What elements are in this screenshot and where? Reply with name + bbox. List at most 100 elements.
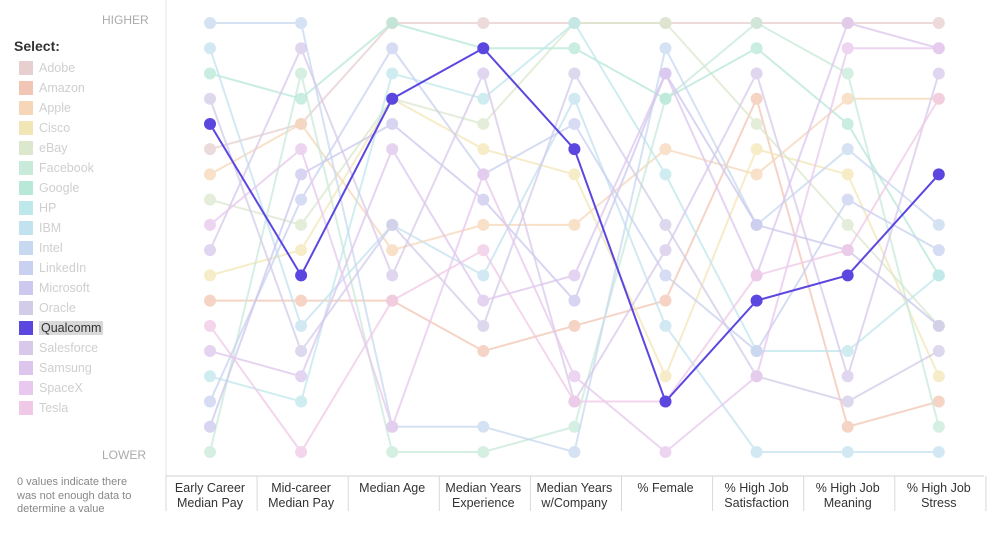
data-point[interactable]	[841, 446, 854, 458]
data-point[interactable]	[841, 193, 854, 206]
legend-item-tesla[interactable]: Tesla	[19, 398, 103, 418]
data-point[interactable]	[295, 117, 308, 130]
data-point[interactable]	[295, 92, 308, 105]
series-tesla[interactable]	[204, 92, 945, 458]
data-point[interactable]	[386, 17, 399, 29]
data-point[interactable]	[659, 168, 672, 181]
data-point[interactable]	[568, 168, 581, 181]
data-point[interactable]	[659, 143, 672, 156]
data-point[interactable]	[204, 17, 216, 29]
data-point[interactable]	[568, 143, 581, 156]
data-point[interactable]	[477, 319, 490, 332]
data-point[interactable]	[659, 218, 672, 231]
data-point[interactable]	[750, 345, 763, 358]
legend-item-adobe[interactable]: Adobe	[19, 58, 103, 78]
data-point[interactable]	[295, 446, 308, 458]
data-point[interactable]	[295, 168, 308, 181]
data-point[interactable]	[568, 446, 581, 458]
data-point[interactable]	[386, 420, 399, 433]
legend-item-ebay[interactable]: eBay	[19, 138, 103, 158]
legend-item-salesforce[interactable]: Salesforce	[19, 338, 103, 358]
data-point[interactable]	[568, 117, 581, 130]
data-point[interactable]	[841, 244, 854, 257]
data-point[interactable]	[568, 218, 581, 231]
data-point[interactable]	[932, 420, 945, 433]
data-point[interactable]	[386, 67, 399, 80]
data-point[interactable]	[204, 193, 216, 206]
data-point[interactable]	[841, 370, 854, 383]
data-point[interactable]	[204, 168, 216, 181]
legend-item-qualcomm[interactable]: Qualcomm	[19, 318, 104, 338]
data-point[interactable]	[750, 17, 763, 29]
data-point[interactable]	[932, 42, 945, 55]
data-point[interactable]	[841, 218, 854, 231]
data-point[interactable]	[295, 42, 308, 55]
data-point[interactable]	[386, 117, 399, 130]
legend-item-ibm[interactable]: IBM	[19, 218, 103, 238]
data-point[interactable]	[477, 345, 490, 358]
data-point[interactable]	[295, 269, 308, 282]
data-point[interactable]	[295, 319, 308, 332]
data-point[interactable]	[659, 395, 672, 408]
data-point[interactable]	[659, 92, 672, 105]
data-point[interactable]	[750, 42, 763, 55]
data-point[interactable]	[477, 67, 490, 80]
data-point[interactable]	[204, 218, 216, 231]
data-point[interactable]	[750, 67, 763, 80]
data-point[interactable]	[204, 345, 216, 358]
data-point[interactable]	[204, 319, 216, 332]
data-point[interactable]	[386, 269, 399, 282]
data-point[interactable]	[932, 168, 945, 181]
data-point[interactable]	[295, 370, 308, 383]
data-point[interactable]	[204, 92, 216, 105]
data-point[interactable]	[750, 117, 763, 130]
data-point[interactable]	[750, 294, 763, 307]
data-point[interactable]	[477, 92, 490, 105]
data-point[interactable]	[659, 244, 672, 257]
data-point[interactable]	[204, 370, 216, 383]
data-point[interactable]	[568, 92, 581, 105]
legend-item-apple[interactable]: Apple	[19, 98, 103, 118]
data-point[interactable]	[568, 395, 581, 408]
data-point[interactable]	[295, 244, 308, 257]
data-point[interactable]	[841, 117, 854, 130]
data-point[interactable]	[568, 17, 581, 29]
data-point[interactable]	[750, 218, 763, 231]
data-point[interactable]	[932, 269, 945, 282]
data-point[interactable]	[932, 218, 945, 231]
data-point[interactable]	[750, 143, 763, 156]
data-point[interactable]	[386, 218, 399, 231]
data-point[interactable]	[204, 395, 216, 408]
data-point[interactable]	[204, 244, 216, 257]
legend-item-oracle[interactable]: Oracle	[19, 298, 103, 318]
data-point[interactable]	[841, 269, 854, 282]
data-point[interactable]	[295, 143, 308, 156]
legend-item-amazon[interactable]: Amazon	[19, 78, 103, 98]
data-point[interactable]	[386, 92, 399, 105]
data-point[interactable]	[750, 168, 763, 181]
data-point[interactable]	[477, 244, 490, 257]
data-point[interactable]	[841, 17, 854, 29]
data-point[interactable]	[568, 67, 581, 80]
data-point[interactable]	[932, 370, 945, 383]
data-point[interactable]	[750, 446, 763, 458]
data-point[interactable]	[477, 446, 490, 458]
legend-item-samsung[interactable]: Samsung	[19, 358, 103, 378]
data-point[interactable]	[295, 218, 308, 231]
legend-item-google[interactable]: Google	[19, 178, 103, 198]
data-point[interactable]	[477, 168, 490, 181]
data-point[interactable]	[841, 67, 854, 80]
data-point[interactable]	[841, 168, 854, 181]
data-point[interactable]	[932, 345, 945, 358]
data-point[interactable]	[386, 244, 399, 257]
data-point[interactable]	[477, 193, 490, 206]
data-point[interactable]	[477, 269, 490, 282]
legend-item-facebook[interactable]: Facebook	[19, 158, 103, 178]
data-point[interactable]	[204, 67, 216, 80]
data-point[interactable]	[659, 370, 672, 383]
data-point[interactable]	[477, 117, 490, 130]
legend-item-spacex[interactable]: SpaceX	[19, 378, 103, 398]
data-point[interactable]	[841, 143, 854, 156]
data-point[interactable]	[204, 42, 216, 55]
legend-item-linkedin[interactable]: LinkedIn	[19, 258, 103, 278]
